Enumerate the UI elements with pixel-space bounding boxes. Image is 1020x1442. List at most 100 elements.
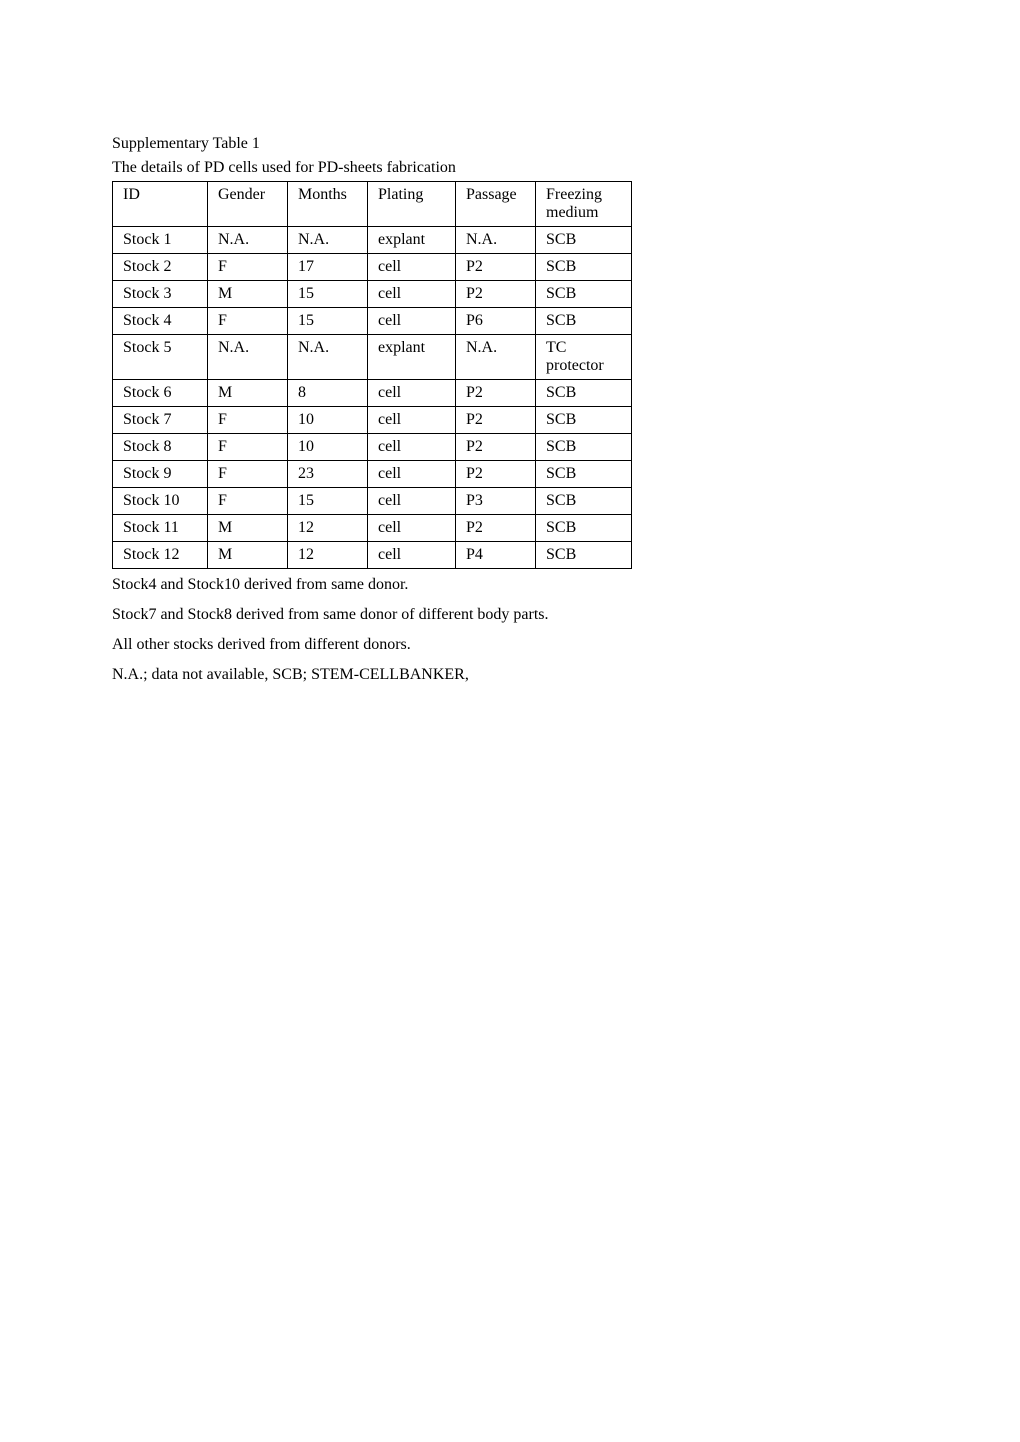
note-line: N.A.; data not available, SCB; STEM-CELL… [112,663,908,687]
table-cell: P2 [456,254,536,281]
table-cell: Stock 10 [113,488,208,515]
table-cell: SCB [536,434,632,461]
table-cell: Stock 5 [113,335,208,380]
table-cell: N.A. [288,335,368,380]
table-cell: Stock 6 [113,380,208,407]
table-cell: P2 [456,515,536,542]
column-header-id: ID [113,182,208,227]
column-header-months: Months [288,182,368,227]
table-cell: F [208,434,288,461]
table-cell: F [208,254,288,281]
table-cell: cell [368,281,456,308]
table-cell: P6 [456,308,536,335]
data-table: ID Gender Months Plating Passage Freezin… [112,181,632,569]
note-line: Stock4 and Stock10 derived from same don… [112,573,908,597]
table-cell: SCB [536,461,632,488]
table-cell: cell [368,461,456,488]
table-cell: cell [368,308,456,335]
table-cell: Stock 9 [113,461,208,488]
table-cell: cell [368,407,456,434]
table-cell: 10 [288,434,368,461]
table-cell: P2 [456,461,536,488]
table-row: Stock 1 N.A. N.A. explant N.A. SCB [113,227,632,254]
column-header-passage: Passage [456,182,536,227]
table-cell: SCB [536,515,632,542]
table-cell: explant [368,227,456,254]
table-cell: 12 [288,542,368,569]
table-cell: 8 [288,380,368,407]
table-cell: SCB [536,407,632,434]
table-cell: Stock 12 [113,542,208,569]
table-row: Stock 10 F 15 cell P3 SCB [113,488,632,515]
table-cell: P2 [456,407,536,434]
table-cell: N.A. [208,227,288,254]
table-cell: SCB [536,542,632,569]
table-cell: 12 [288,515,368,542]
table-cell: SCB [536,227,632,254]
table-cell: SCB [536,254,632,281]
table-cell: Stock 3 [113,281,208,308]
table-row: Stock 5 N.A. N.A. explant N.A. TC protec… [113,335,632,380]
table-cell: 17 [288,254,368,281]
column-header-freezing: Freezing medium [536,182,632,227]
table-cell: SCB [536,308,632,335]
table-cell: M [208,542,288,569]
note-line: Stock7 and Stock8 derived from same dono… [112,603,908,627]
table-cell: cell [368,254,456,281]
table-row: Stock 3 M 15 cell P2 SCB [113,281,632,308]
table-cell: N.A. [456,335,536,380]
table-cell: P2 [456,281,536,308]
table-cell: Stock 4 [113,308,208,335]
table-cell: N.A. [456,227,536,254]
table-cell: P4 [456,542,536,569]
table-subtitle: The details of PD cells used for PD-shee… [112,159,908,177]
table-cell: Stock 11 [113,515,208,542]
table-cell: cell [368,488,456,515]
table-cell: TC protector [536,335,632,380]
column-header-plating: Plating [368,182,456,227]
table-row: Stock 12 M 12 cell P4 SCB [113,542,632,569]
table-cell: cell [368,515,456,542]
table-cell: SCB [536,488,632,515]
table-cell: cell [368,434,456,461]
table-row: Stock 4 F 15 cell P6 SCB [113,308,632,335]
table-cell: M [208,281,288,308]
table-cell: F [208,488,288,515]
table-row: Stock 9 F 23 cell P2 SCB [113,461,632,488]
table-header-row: ID Gender Months Plating Passage Freezin… [113,182,632,227]
table-title: Supplementary Table 1 [112,135,908,153]
table-cell: 15 [288,281,368,308]
table-row: Stock 8 F 10 cell P2 SCB [113,434,632,461]
table-cell: 15 [288,488,368,515]
table-row: Stock 2 F 17 cell P2 SCB [113,254,632,281]
table-cell: Stock 2 [113,254,208,281]
table-row: Stock 7 F 10 cell P2 SCB [113,407,632,434]
table-cell: cell [368,542,456,569]
table-cell: M [208,380,288,407]
table-cell: SCB [536,281,632,308]
table-cell: M [208,515,288,542]
table-cell: N.A. [208,335,288,380]
table-cell: F [208,308,288,335]
table-notes: Stock4 and Stock10 derived from same don… [112,573,908,687]
table-cell: 10 [288,407,368,434]
table-cell: Stock 1 [113,227,208,254]
table-cell: Stock 8 [113,434,208,461]
table-cell: cell [368,380,456,407]
note-line: All other stocks derived from different … [112,633,908,657]
table-cell: P2 [456,380,536,407]
table-cell: P3 [456,488,536,515]
table-body: Stock 1 N.A. N.A. explant N.A. SCB Stock… [113,227,632,569]
table-row: Stock 11 M 12 cell P2 SCB [113,515,632,542]
column-header-gender: Gender [208,182,288,227]
table-row: Stock 6 M 8 cell P2 SCB [113,380,632,407]
table-cell: explant [368,335,456,380]
table-cell: 15 [288,308,368,335]
table-cell: N.A. [288,227,368,254]
table-cell: F [208,407,288,434]
table-cell: 23 [288,461,368,488]
table-cell: F [208,461,288,488]
table-cell: P2 [456,434,536,461]
table-cell: SCB [536,380,632,407]
table-cell: Stock 7 [113,407,208,434]
